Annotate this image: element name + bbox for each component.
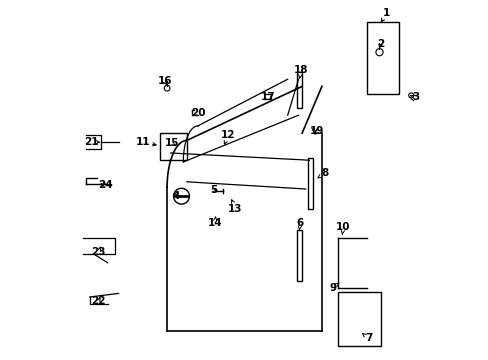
Text: 10: 10 [336,222,350,232]
Bar [366,22,399,94]
Text: 21: 21 [84,137,99,147]
Text: 1: 1 [382,8,389,18]
Bar [296,230,302,281]
Text: 2: 2 [376,39,384,49]
Bar [337,292,381,346]
Text: 14: 14 [207,218,222,228]
Bar [307,158,312,209]
Text: 23: 23 [91,247,106,257]
Text: 11: 11 [136,137,150,147]
Text: 18: 18 [293,65,308,75]
Text: 5: 5 [210,185,217,195]
Text: 17: 17 [260,92,275,102]
Text: 19: 19 [309,126,324,136]
Text: 9: 9 [328,283,336,293]
Text: 15: 15 [164,138,179,148]
Text: 24: 24 [99,180,113,190]
Text: 20: 20 [191,108,205,118]
Text: 8: 8 [321,168,328,178]
Text: 16: 16 [157,76,171,86]
Text: 22: 22 [91,296,106,306]
Text: 4: 4 [172,191,180,201]
Text: 13: 13 [228,204,242,214]
Bar [160,133,186,160]
Text: 3: 3 [411,92,418,102]
Text: 12: 12 [221,130,235,140]
Bar [296,72,302,108]
Text: 6: 6 [296,218,304,228]
Text: 7: 7 [364,333,372,343]
